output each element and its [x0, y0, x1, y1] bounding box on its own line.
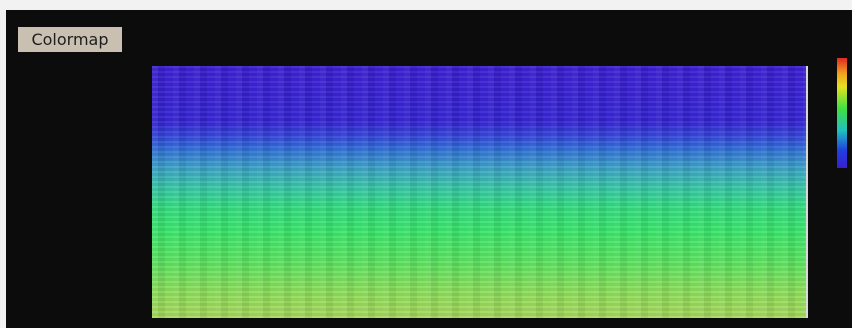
- colormap-label: Colormap: [18, 27, 122, 52]
- heatmap-edge: [806, 66, 808, 318]
- colorbar: [837, 58, 847, 168]
- heatmap: [152, 66, 806, 318]
- screen: Colormap: [6, 10, 852, 328]
